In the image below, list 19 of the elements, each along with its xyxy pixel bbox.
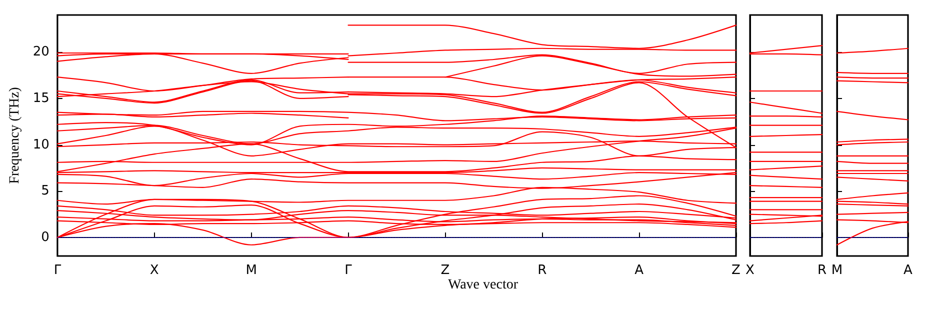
x-tick-label: R [538, 263, 547, 278]
x-tick-label: X [150, 263, 159, 278]
y-tick-label: 5 [41, 184, 50, 199]
x-tick-label: Z [732, 263, 741, 278]
y-tick-label: 10 [32, 137, 50, 152]
y-tick-label: 20 [32, 44, 50, 60]
y-tick-label: 15 [32, 90, 50, 106]
x-tick-label: A [904, 263, 913, 278]
y-tick-label: 0 [41, 230, 50, 245]
x-tick-label: A [634, 263, 644, 278]
y-axis-title: Frequency (THz) [8, 86, 22, 184]
x-tick-label: Γ [344, 263, 353, 278]
x-tick-label: R [817, 263, 827, 278]
x-tick-label: Z [440, 263, 450, 278]
x-tick-label: X [746, 263, 755, 278]
x-tick-label: Γ [54, 263, 62, 278]
x-axis-title: Wave vector [448, 278, 518, 292]
x-tick-label: M [831, 263, 843, 278]
x-tick-label: M [246, 263, 257, 278]
